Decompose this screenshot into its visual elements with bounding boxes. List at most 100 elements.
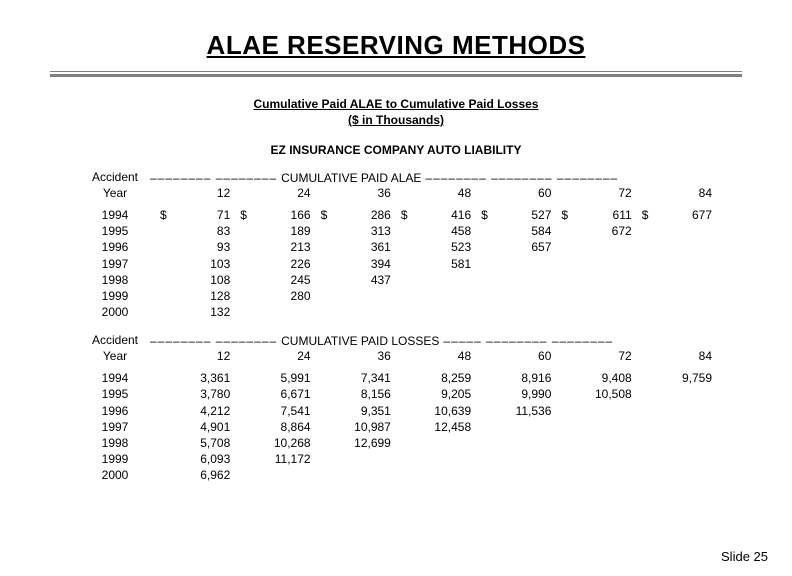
subtitle-line2: ($ in Thousands) xyxy=(0,113,792,127)
section1-header: Accident –––––––– –––––––– CUMULATIVE PA… xyxy=(80,171,712,185)
data-cell xyxy=(311,304,391,320)
table-row: 19943,3615,9917,3418,2598,9169,4089,759 xyxy=(80,370,712,386)
year-cell: 2000 xyxy=(80,304,150,320)
alae-table: Year 12 24 36 48 60 72 84 1994$71$166$28… xyxy=(80,185,712,321)
data-cell: 437 xyxy=(311,272,391,288)
data-cell xyxy=(311,467,391,483)
data-cell: 245 xyxy=(230,272,310,288)
data-cell xyxy=(471,419,551,435)
period-header: 48 xyxy=(391,185,471,201)
data-cell: 93 xyxy=(150,239,230,255)
data-cell: 4,212 xyxy=(150,403,230,419)
data-cell: 4,901 xyxy=(150,419,230,435)
data-cell: $527 xyxy=(471,207,551,223)
table-row: 19996,09311,172 xyxy=(80,451,712,467)
data-cell xyxy=(632,272,712,288)
year-cell: 1998 xyxy=(80,272,150,288)
data-cell: $611 xyxy=(551,207,631,223)
data-cell: 8,156 xyxy=(311,386,391,402)
subtitle: Cumulative Paid ALAE to Cumulative Paid … xyxy=(0,95,792,127)
data-cell xyxy=(551,272,631,288)
accident-label-top: Accident xyxy=(92,170,138,184)
data-cell xyxy=(632,304,712,320)
period-header: 12 xyxy=(150,348,230,364)
year-header: Year xyxy=(80,185,150,201)
page-title: ALAE RESERVING METHODS xyxy=(0,0,792,67)
data-cell xyxy=(632,467,712,483)
period-header: 60 xyxy=(471,348,551,364)
period-header: 24 xyxy=(230,185,310,201)
table-row: 1994$71$166$286$416$527$611$677 xyxy=(80,207,712,223)
table-header-row: Year 12 24 36 48 60 72 84 xyxy=(80,348,712,364)
year-cell: 1996 xyxy=(80,403,150,419)
period-header: 12 xyxy=(150,185,230,201)
data-cell: 10,639 xyxy=(391,403,471,419)
period-header: 24 xyxy=(230,348,310,364)
data-cell: 523 xyxy=(391,239,471,255)
data-cell: 672 xyxy=(551,223,631,239)
table-row: 2000132 xyxy=(80,304,712,320)
data-cell xyxy=(391,304,471,320)
data-cell xyxy=(471,467,551,483)
table-header-row: Year 12 24 36 48 60 72 84 xyxy=(80,185,712,201)
data-cell xyxy=(632,419,712,435)
table-row: 19964,2127,5419,35110,63911,536 xyxy=(80,403,712,419)
data-cell: 9,408 xyxy=(551,370,631,386)
dash-right: ––––– –––––––– –––––––– xyxy=(443,335,613,347)
period-header: 48 xyxy=(391,348,471,364)
data-cell: 5,708 xyxy=(150,435,230,451)
data-cell: $286 xyxy=(311,207,391,223)
year-cell: 1995 xyxy=(80,223,150,239)
table-row: 19974,9018,86410,98712,458 xyxy=(80,419,712,435)
section1-title: CUMULATIVE PAID ALAE xyxy=(277,172,425,184)
data-cell: 8,864 xyxy=(230,419,310,435)
data-cell: 6,093 xyxy=(150,451,230,467)
data-cell: 9,205 xyxy=(391,386,471,402)
period-header: 84 xyxy=(632,185,712,201)
data-cell: 3,361 xyxy=(150,370,230,386)
data-cell xyxy=(230,467,310,483)
data-cell: 103 xyxy=(150,256,230,272)
year-header: Year xyxy=(80,348,150,364)
data-cell xyxy=(230,304,310,320)
dash-left: –––––––– –––––––– xyxy=(150,172,277,184)
period-header: 72 xyxy=(551,185,631,201)
data-cell: 361 xyxy=(311,239,391,255)
data-cell xyxy=(471,435,551,451)
company-name: EZ INSURANCE COMPANY AUTO LIABILITY xyxy=(0,143,792,157)
section2-title: CUMULATIVE PAID LOSSES xyxy=(277,335,443,347)
table-row: 1997103226394581 xyxy=(80,256,712,272)
data-cell: 3,780 xyxy=(150,386,230,402)
data-cell xyxy=(551,288,631,304)
data-cell: $677 xyxy=(632,207,712,223)
losses-table: Year 12 24 36 48 60 72 84 19943,3615,991… xyxy=(80,348,712,484)
year-cell: 1996 xyxy=(80,239,150,255)
data-cell: 394 xyxy=(311,256,391,272)
data-cell: 226 xyxy=(230,256,310,272)
period-header: 36 xyxy=(311,348,391,364)
data-cell xyxy=(632,256,712,272)
data-cell: 12,458 xyxy=(391,419,471,435)
year-cell: 1995 xyxy=(80,386,150,402)
table-row: 199693213361523657 xyxy=(80,239,712,255)
data-cell: 12,699 xyxy=(311,435,391,451)
data-cell xyxy=(632,239,712,255)
data-cell: 8,259 xyxy=(391,370,471,386)
accident-label-top: Accident xyxy=(92,333,138,347)
data-cell: 584 xyxy=(471,223,551,239)
data-cell: $416 xyxy=(391,207,471,223)
data-cell: 10,508 xyxy=(551,386,631,402)
table-row: 19953,7806,6718,1569,2059,99010,508 xyxy=(80,386,712,402)
data-cell xyxy=(632,451,712,467)
section2-header: Accident –––––––– –––––––– CUMULATIVE PA… xyxy=(80,334,712,348)
data-cell: 11,172 xyxy=(230,451,310,467)
dash-right: –––––––– –––––––– –––––––– xyxy=(425,172,618,184)
data-cell: 5,991 xyxy=(230,370,310,386)
data-cell: 280 xyxy=(230,288,310,304)
data-cell: 7,541 xyxy=(230,403,310,419)
data-cell: 128 xyxy=(150,288,230,304)
data-cell xyxy=(632,288,712,304)
data-cell xyxy=(391,451,471,467)
data-cell xyxy=(471,272,551,288)
slide-number: Slide 25 xyxy=(721,549,768,564)
